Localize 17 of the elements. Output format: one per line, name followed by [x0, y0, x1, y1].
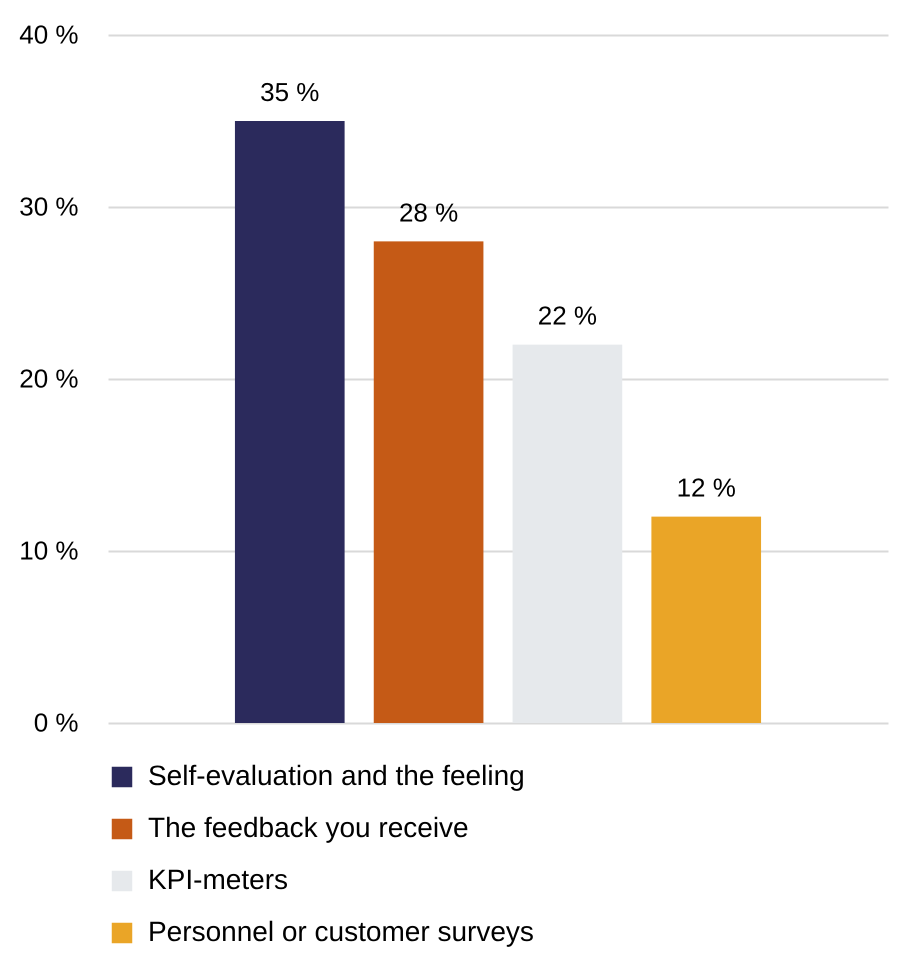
legend-label: Personnel or customer surveys	[148, 916, 534, 947]
bar	[234, 121, 345, 723]
y-tick-label: 0 %	[34, 708, 78, 738]
data-label: 35 %	[260, 77, 320, 107]
y-tick-label: 10 %	[19, 536, 78, 566]
legend-label: The feedback you receive	[148, 812, 469, 843]
y-tick-label: 30 %	[19, 192, 78, 222]
y-tick-label: 20 %	[19, 364, 78, 394]
data-label: 28 %	[398, 197, 458, 228]
data-label: 12 %	[676, 472, 736, 503]
legend-label: Self-evaluation and the feeling	[148, 760, 525, 791]
data-label: 22 %	[538, 300, 598, 331]
y-tick-label: 40 %	[19, 20, 78, 50]
legend-label: KPI-meters	[148, 864, 288, 895]
bar	[512, 344, 622, 723]
bar	[651, 516, 762, 723]
bar	[374, 241, 484, 723]
